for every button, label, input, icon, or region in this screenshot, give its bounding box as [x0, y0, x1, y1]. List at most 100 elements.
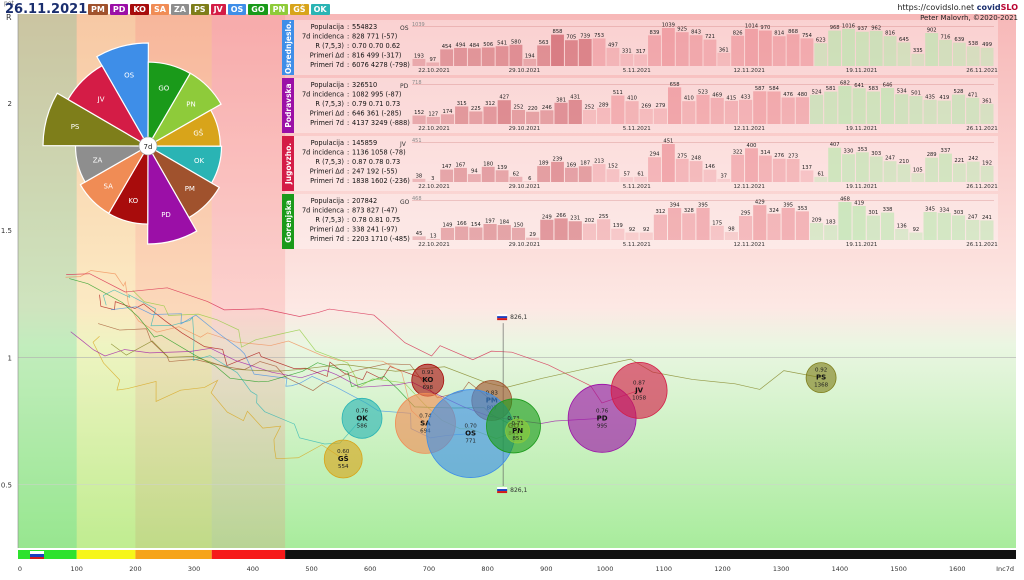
bar	[620, 177, 633, 182]
bar	[782, 208, 795, 240]
marker-label: 826,1	[510, 487, 527, 494]
bar-value: 213	[594, 159, 604, 165]
site-link[interactable]: https://covidslo.net covidSLO	[897, 3, 1018, 12]
legend-chip-pn: PN	[270, 4, 289, 15]
bar-top-band	[412, 26, 994, 27]
bar	[583, 110, 596, 124]
bar	[579, 166, 592, 182]
bar-value: 331	[622, 48, 632, 54]
bar-value: 314	[760, 150, 771, 156]
bar	[690, 35, 703, 66]
site-url[interactable]: https://covidslo.net	[897, 3, 974, 12]
bar	[597, 108, 610, 124]
date-label: 22.10.2021	[418, 68, 450, 74]
bar	[745, 148, 758, 182]
bar	[523, 59, 536, 66]
bar	[668, 87, 681, 124]
bar	[440, 49, 453, 66]
bar-value: 410	[684, 96, 694, 102]
bar-value: 328	[684, 208, 694, 214]
bar-value: 231	[570, 216, 580, 222]
bar-value: 330	[844, 149, 854, 155]
bar-value: 584	[769, 86, 780, 92]
bar-value: 279	[655, 103, 665, 109]
bar	[565, 40, 578, 66]
bar-value: 136	[897, 223, 907, 229]
x-tick-label: 1200	[714, 565, 731, 573]
stat-label: Primeri 7d	[310, 119, 344, 127]
pie-label: PN	[186, 100, 195, 108]
bar	[593, 38, 606, 66]
bar-value: 395	[698, 202, 708, 208]
bar	[690, 161, 703, 182]
bar	[838, 86, 851, 124]
flag-blue	[30, 554, 44, 557]
x-tick-label: 0	[18, 565, 22, 573]
bar-value: 312	[655, 209, 665, 215]
bar-value: 187	[580, 161, 590, 167]
bar-value: 419	[854, 200, 864, 206]
bar	[895, 229, 908, 240]
bar-value: 538	[968, 41, 978, 47]
bar-value: 180	[483, 161, 493, 167]
bar-value: 415	[726, 95, 736, 101]
bar-top-band	[412, 200, 994, 201]
bar	[909, 233, 922, 240]
bar-value: 476	[783, 92, 793, 98]
bar	[952, 215, 965, 240]
bar-value: 858	[553, 29, 563, 35]
stat-value: 207842	[352, 197, 377, 205]
bar	[759, 31, 772, 66]
bar-value: 255	[599, 214, 609, 220]
bar	[759, 156, 772, 182]
bar-value: 152	[608, 164, 618, 170]
bar	[909, 96, 922, 124]
bar-top-band	[412, 142, 994, 143]
bar	[648, 35, 661, 66]
bar-value: 3	[431, 176, 434, 182]
bar-value: 511	[613, 90, 623, 96]
stat-colon: :	[347, 119, 349, 127]
bubble-inc-value: 995	[597, 423, 608, 429]
bar-value: 839	[650, 30, 660, 36]
stat-colon: :	[347, 168, 349, 176]
bar-value: 149	[443, 222, 453, 228]
bar	[413, 236, 426, 240]
bar	[717, 53, 730, 66]
bar-value: 127	[428, 111, 438, 117]
bar	[537, 166, 550, 182]
pie-label: ZA	[93, 156, 103, 164]
region-peak: 1039	[412, 22, 425, 28]
bar-value: 641	[854, 83, 864, 89]
x-tick-label: 500	[305, 565, 317, 573]
bar	[682, 213, 695, 240]
bar	[881, 88, 894, 124]
bar-value: 105	[913, 168, 923, 174]
stat-value: 646 361 (-285)	[352, 110, 401, 118]
bubble-inc-value: 586	[357, 423, 368, 429]
pie-label: KO	[128, 197, 138, 205]
bar-value: 57	[623, 172, 630, 178]
stat-value: 1136 1058 (-78)	[352, 149, 406, 157]
bar-value: 716	[941, 34, 951, 40]
bar-value: 139	[613, 223, 623, 229]
bar	[468, 174, 481, 182]
bar-value: 276	[774, 153, 784, 159]
bar-value: 98	[728, 227, 735, 233]
bar	[634, 54, 647, 66]
bar	[801, 170, 814, 182]
bar	[579, 39, 592, 66]
region-name: Podravska	[284, 83, 293, 127]
bar-value: 454	[442, 44, 453, 50]
bar	[607, 48, 620, 66]
date-label: 29.10.2021	[509, 126, 541, 132]
bar	[953, 163, 966, 182]
bubble-inc-value: 554	[338, 464, 349, 470]
bar-value: 361	[719, 47, 729, 53]
bar	[597, 219, 610, 240]
pie-label: SA	[104, 183, 114, 191]
stat-colon: :	[347, 197, 349, 205]
